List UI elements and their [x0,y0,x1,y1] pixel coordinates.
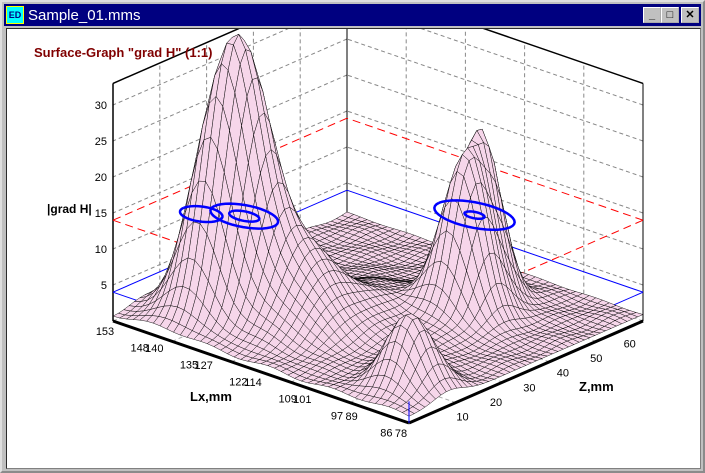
x-tick-label: 135 [180,360,198,372]
grid-line [346,38,644,142]
z-tick-label: 60 [624,339,636,351]
close-button[interactable]: ✕ [681,7,699,23]
x-tick-label: 114 [244,377,262,389]
y-tick-label: 30 [95,100,107,112]
grid-line [346,110,644,214]
x-tick-label: 140 [145,343,163,355]
y-tick-label: 25 [95,136,107,148]
contour-line [227,209,261,223]
z-tick-label: 50 [590,353,602,365]
grid-line [420,29,644,106]
y-tick-label: 20 [95,172,107,184]
contour-line [209,202,280,230]
y-tick-label: 15 [95,208,107,220]
x-tick-label: 86 [380,428,392,440]
app-icon[interactable]: ED [6,6,24,24]
contour-line [178,204,224,224]
minimize-button[interactable]: _ [643,7,661,23]
z-tick-label: 10 [456,411,468,423]
x-tick-label: 101 [293,394,311,406]
y-axis-label: |grad H| [47,202,92,216]
x-tick-label: 122 [229,377,247,389]
title-bar[interactable]: ED Sample_01.mms _ □ ✕ [4,4,701,26]
x-tick-label: 89 [346,411,358,423]
graph-title: Surface-Graph "grad H" (1:1) [34,45,213,60]
z-tick-label: 30 [523,382,535,394]
x-tick-label: 109 [278,394,296,406]
z-axis-label: Z,mm [579,379,614,394]
window-title: Sample_01.mms [28,6,141,24]
level-plane-red [112,117,348,221]
y-tick-label: 10 [95,244,107,256]
surface-cell [401,409,415,417]
contour-line [433,199,516,232]
graph-area: 5 10 15 20 25 30 153 148 140 135 127 122 114 109 101 97… [6,28,701,469]
lx-axis [112,319,410,425]
y-tick-label: 5 [101,280,107,292]
x-tick-label: 97 [331,411,343,423]
contour-line [463,210,486,221]
x-tick-label: 127 [194,360,212,372]
x-axis-label: Lx,mm [190,389,232,404]
box-edge [482,29,644,85]
z-tick-label: 40 [557,368,569,380]
x-tick-label: 153 [96,326,114,338]
grid-line [346,74,644,178]
maximize-button[interactable]: □ [661,7,679,23]
x-tick-label: 78 [395,428,407,440]
x-tick-label: 148 [130,343,148,355]
z-tick-label: 20 [490,397,502,409]
z-axis [408,319,644,425]
box-edge [112,29,240,85]
